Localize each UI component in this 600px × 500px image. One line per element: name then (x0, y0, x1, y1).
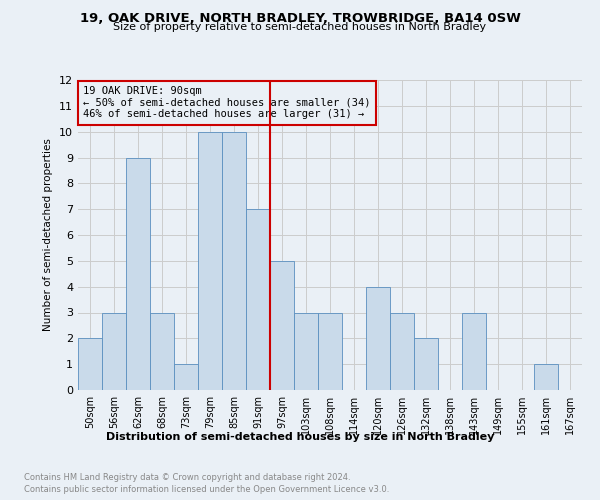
Bar (318, 312, 342, 390)
Bar (534, 364, 558, 390)
Bar (78, 338, 102, 390)
Bar (126, 158, 150, 390)
Bar (390, 312, 414, 390)
Text: Distribution of semi-detached houses by size in North Bradley: Distribution of semi-detached houses by … (106, 432, 494, 442)
Bar (222, 132, 246, 390)
Text: Contains HM Land Registry data © Crown copyright and database right 2024.: Contains HM Land Registry data © Crown c… (24, 472, 350, 482)
Bar (102, 312, 126, 390)
Text: 19 OAK DRIVE: 90sqm
← 50% of semi-detached houses are smaller (34)
46% of semi-d: 19 OAK DRIVE: 90sqm ← 50% of semi-detach… (83, 86, 371, 120)
Bar (462, 312, 486, 390)
Bar (366, 286, 390, 390)
Bar (246, 209, 270, 390)
Bar (150, 312, 174, 390)
Text: Contains public sector information licensed under the Open Government Licence v3: Contains public sector information licen… (24, 485, 389, 494)
Bar (198, 132, 222, 390)
Bar (414, 338, 438, 390)
Text: Size of property relative to semi-detached houses in North Bradley: Size of property relative to semi-detach… (113, 22, 487, 32)
Bar (174, 364, 198, 390)
Y-axis label: Number of semi-detached properties: Number of semi-detached properties (43, 138, 53, 332)
Bar (294, 312, 318, 390)
Text: 19, OAK DRIVE, NORTH BRADLEY, TROWBRIDGE, BA14 0SW: 19, OAK DRIVE, NORTH BRADLEY, TROWBRIDGE… (80, 12, 520, 26)
Bar (270, 261, 294, 390)
